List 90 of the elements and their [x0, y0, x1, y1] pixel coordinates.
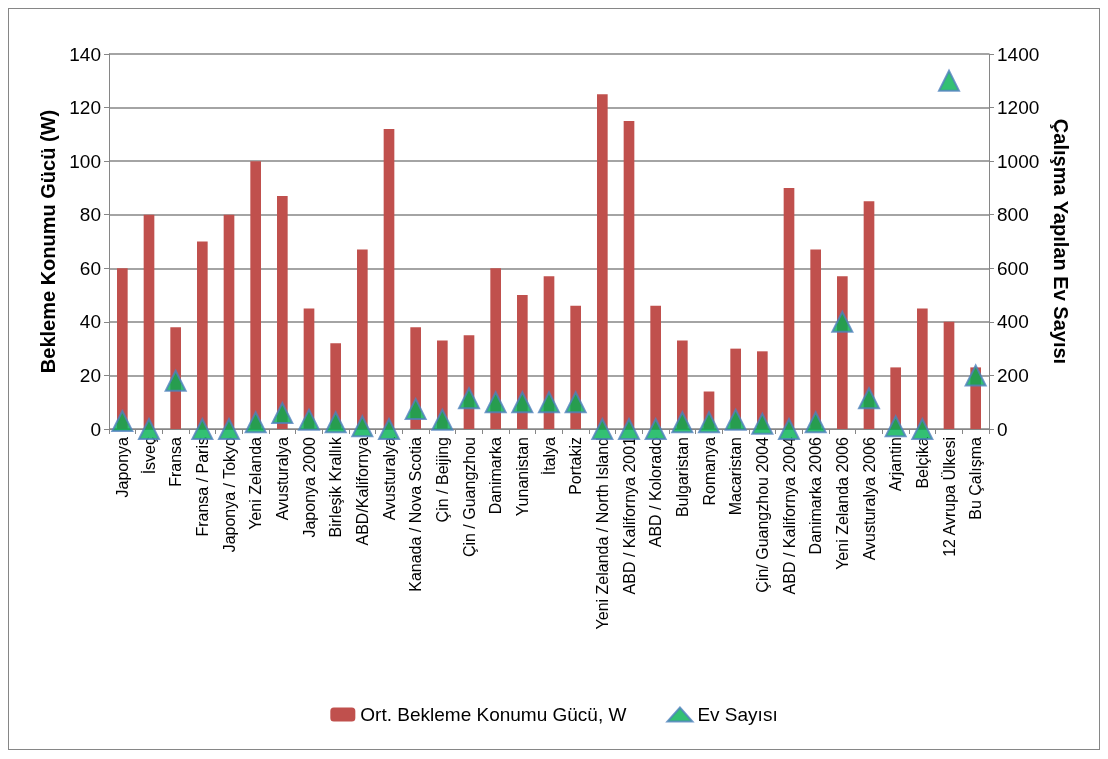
bar — [197, 241, 208, 429]
y2-axis-title: Çalışma Yapılan Ev Sayısı — [1050, 118, 1072, 365]
x-tick-label: ABD / Kalifornya 2001 — [620, 436, 638, 595]
x-tick-label: Bulgaristan — [673, 437, 691, 518]
y-tick-label: 120 — [69, 97, 101, 119]
x-tick-label: Danimarka 2006 — [807, 436, 825, 555]
bar — [917, 308, 928, 429]
bar — [223, 214, 235, 429]
x-tick-label: Kanada / Nova Scotia — [407, 436, 425, 592]
x-tick-label: Çin / Guangzhou — [460, 437, 478, 558]
point — [324, 411, 347, 434]
point — [271, 401, 294, 424]
point — [484, 391, 507, 414]
point — [591, 418, 614, 440]
x-tick-label: Yeni Zelanda / North Island — [593, 437, 611, 630]
point — [724, 408, 747, 431]
x-tick-label: Çin / Beijing — [433, 437, 451, 523]
y2-tick-label: 0 — [997, 418, 1008, 440]
x-tick-label: İsveç — [139, 437, 158, 475]
y-tick-label: 20 — [79, 364, 101, 386]
x-tick-label: Macaristan — [727, 437, 745, 516]
x-tick-label: ABD/Kalifornya — [353, 436, 371, 546]
y2-tick-label: 1000 — [997, 150, 1040, 172]
point — [698, 411, 720, 434]
x-tick-label: Avusturalya — [273, 436, 291, 521]
point — [244, 411, 267, 434]
y2-tick-label: 400 — [997, 311, 1029, 333]
x-tick-label: ABD / Kalifornya 2004 — [780, 436, 798, 595]
x-tick-label: Danimarka — [487, 436, 505, 515]
x-tick-label: ABD / Kolorado — [647, 436, 665, 548]
x-tick-label: Yeni Zelanda 2006 — [833, 436, 851, 570]
x-tick-label: Bu Çalışma — [967, 436, 985, 520]
legend-label: Ev Sayısı — [697, 704, 778, 725]
x-tick-label: Portakiz — [567, 437, 585, 495]
bar — [597, 94, 608, 429]
point — [671, 411, 694, 434]
x-tick-label: Japonya / Tokyo — [220, 436, 238, 553]
x-tick-label: Japonya 2000 — [300, 436, 318, 538]
point — [938, 69, 960, 92]
point — [511, 391, 534, 414]
point — [831, 310, 854, 333]
x-tick-label: Birleşik Krallık — [327, 436, 345, 538]
point — [804, 411, 827, 434]
point — [751, 412, 774, 435]
y-tick-label: 40 — [79, 311, 101, 333]
y-tick-label: 80 — [79, 204, 101, 226]
bar — [623, 120, 635, 429]
point — [884, 415, 907, 438]
bar — [650, 305, 661, 429]
point — [858, 387, 880, 410]
x-tick-label: Avusturalya 2006 — [860, 436, 878, 561]
y2-tick-label: 1400 — [997, 43, 1040, 65]
point — [111, 409, 134, 432]
bar — [277, 195, 288, 429]
x-tick-label: 12 Avrupa Ülkesi — [940, 437, 958, 557]
x-tick-label: Romanya — [700, 436, 718, 506]
x-tick-label: Fransa / Paris — [193, 437, 211, 537]
point — [431, 408, 454, 431]
bar — [943, 321, 955, 429]
point — [164, 369, 187, 392]
bar — [783, 187, 795, 429]
y-tick-label: 100 — [69, 150, 101, 172]
point — [458, 387, 480, 410]
y2-tick-label: 200 — [997, 364, 1029, 386]
y-tick-label: 0 — [90, 418, 101, 440]
bar — [383, 129, 395, 429]
y2-tick-label: 600 — [997, 257, 1029, 279]
point — [351, 415, 374, 438]
legend-label: Ort. Bekleme Konumu Gücü, W — [360, 704, 627, 725]
point — [964, 364, 987, 387]
bar — [143, 214, 155, 429]
point — [538, 391, 560, 414]
x-tick-label: Belçika — [913, 436, 931, 489]
x-tick-label: Arjantin — [887, 437, 905, 492]
x-tick-label: Avusturalya — [380, 436, 398, 521]
x-tick-label: Çin/ Guangzhou 2004 — [753, 436, 771, 593]
point — [564, 391, 587, 414]
x-tick-label: Yunanistan — [513, 437, 531, 517]
y-axis-title: Bekleme Konumu Gücü (W) — [37, 109, 60, 374]
y2-tick-label: 800 — [997, 204, 1029, 226]
x-tick-label: Yeni Zelanda — [247, 436, 265, 530]
y-tick-label: 60 — [79, 257, 101, 279]
point — [404, 397, 427, 420]
y-tick-label: 140 — [69, 43, 101, 65]
x-tick-label: Fransa — [167, 436, 185, 487]
x-tick-label: Japonya — [113, 436, 131, 498]
x-tick-label: İtalya — [539, 436, 558, 476]
point — [298, 408, 320, 431]
y2-tick-label: 1200 — [997, 97, 1040, 119]
point — [618, 418, 640, 440]
